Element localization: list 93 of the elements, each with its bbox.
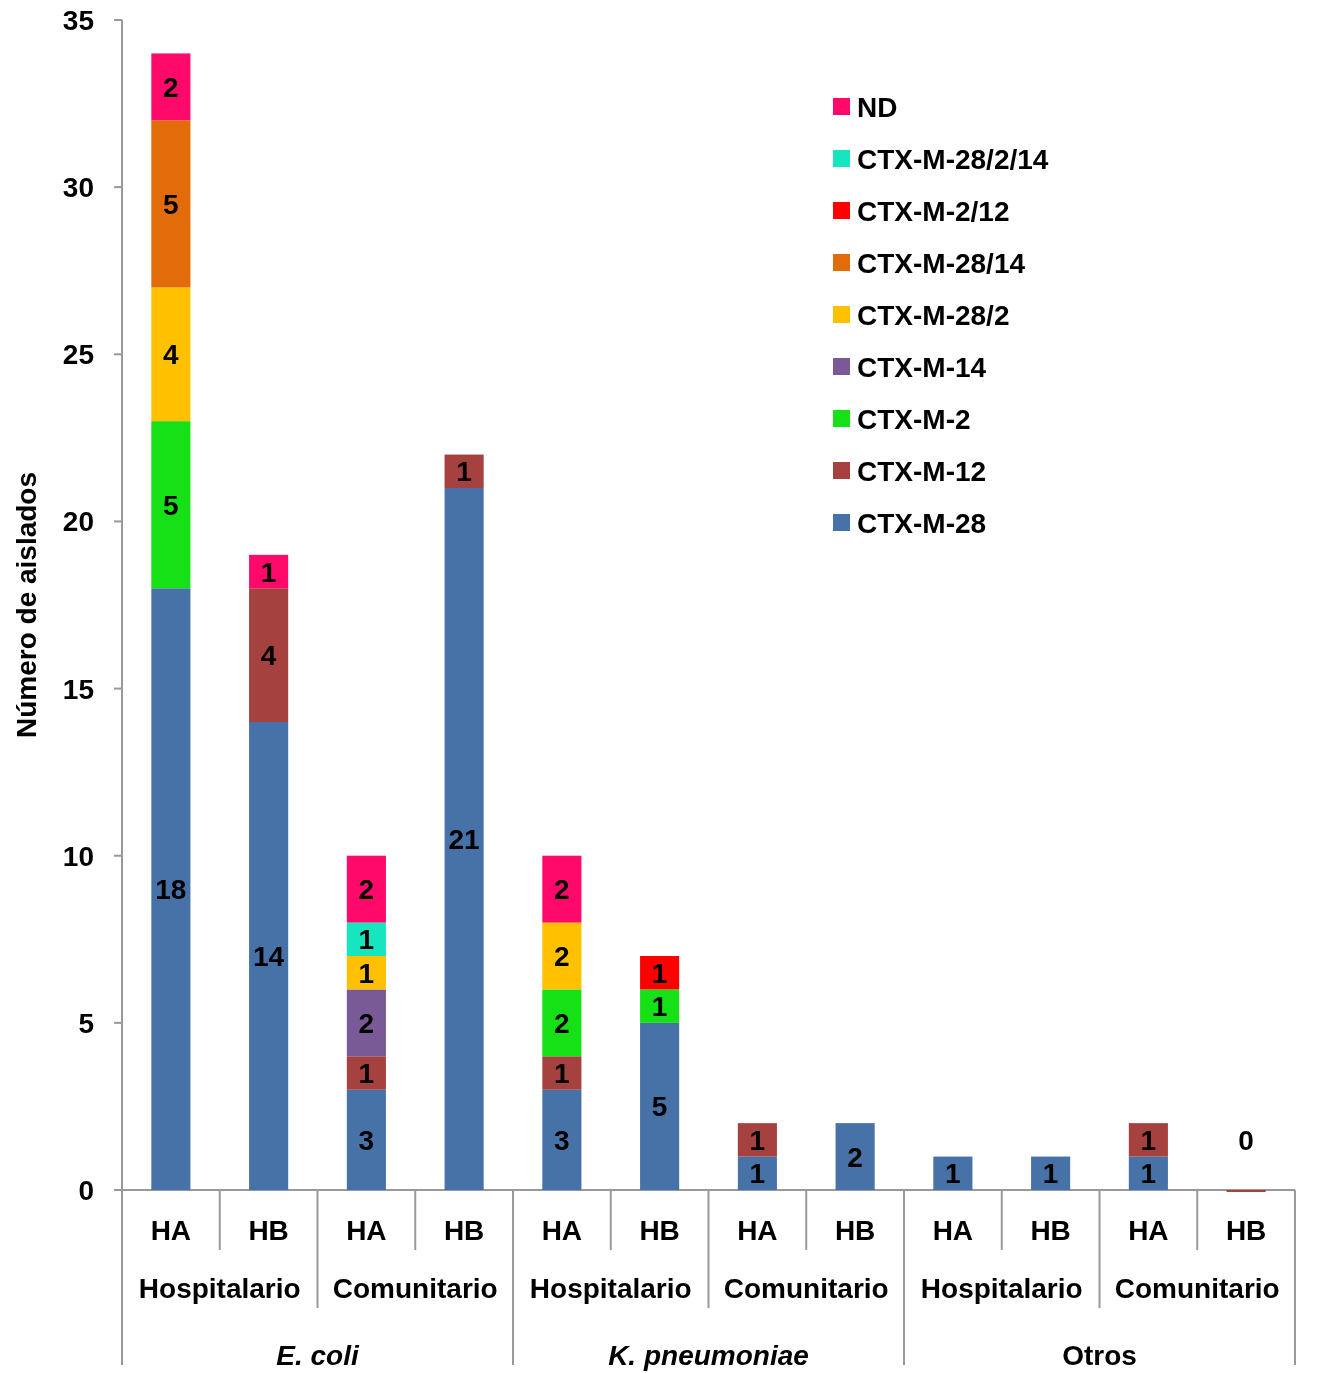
data-label: 21: [448, 824, 480, 855]
text: K. pneumoniae: [608, 1340, 809, 1371]
data-label: 1: [749, 1124, 766, 1156]
data-label: 1: [749, 1158, 766, 1190]
y-tick-label: 0: [78, 1175, 94, 1206]
text: Otros: [1062, 1340, 1137, 1371]
bar: [640, 989, 680, 1023]
text: Hospitalario: [138, 1273, 301, 1304]
x-tick-label: HA: [150, 1215, 192, 1246]
bar: [151, 421, 191, 589]
data-label: 1: [651, 957, 668, 989]
legend-label: CTX-M-2/12: [857, 196, 1010, 227]
legend-label: CTX-M-28/2: [857, 300, 1010, 331]
data-label: 3: [358, 1124, 375, 1156]
data-label: 1: [651, 991, 668, 1023]
data-label: 1: [260, 556, 277, 588]
data-label: 14: [253, 941, 285, 972]
data-label: 18: [155, 874, 187, 906]
bar: [346, 1089, 386, 1190]
bar: [542, 922, 582, 990]
data-label: 1: [554, 1058, 570, 1089]
data-label: 2: [847, 1141, 863, 1173]
bar: [346, 989, 386, 1057]
data-label: 5: [163, 489, 179, 521]
data-label: 3: [554, 1124, 570, 1156]
legend-label: CTX-M-28/2/14: [857, 144, 1049, 175]
bar: [542, 855, 582, 923]
data-label: 4: [163, 339, 180, 371]
bar: [542, 1089, 582, 1190]
legend-label: CTX-M-28: [857, 508, 987, 539]
bar: [640, 1022, 680, 1190]
data-label: 1: [1140, 1158, 1157, 1190]
data-label: 1: [1042, 1158, 1059, 1190]
text: Comunitario: [723, 1273, 889, 1304]
bar: [249, 588, 289, 722]
data-label: 1: [456, 456, 472, 488]
data-label: 2: [358, 874, 375, 906]
y-tick-label: 20: [62, 506, 94, 538]
y-tick-label: 25: [62, 339, 94, 371]
text: Hospitalario: [529, 1273, 692, 1304]
legend-label: CTX-M-14: [857, 352, 987, 383]
data-label: 5: [651, 1091, 668, 1123]
bar: [249, 722, 289, 1190]
x-tick-label: HA: [1128, 1215, 1169, 1246]
data-label: 0: [1238, 1125, 1254, 1156]
y-tick-label: 30: [62, 172, 94, 204]
bar: [346, 1056, 386, 1090]
y-axis-title: Número de aislados: [11, 471, 42, 739]
data-label: 1: [945, 1158, 961, 1190]
x-tick-label: HA: [541, 1215, 583, 1246]
y-tick-label: 35: [62, 5, 94, 36]
data-label: 1: [1140, 1124, 1157, 1156]
text: Hospitalario: [920, 1273, 1083, 1304]
x-tick-label: HB: [248, 1215, 289, 1246]
bar: [444, 488, 484, 1190]
bar: [835, 1123, 875, 1190]
bar: [1128, 1123, 1168, 1157]
bar: [346, 855, 386, 923]
x-tick-label: HA: [737, 1215, 778, 1246]
bar: [542, 1056, 582, 1090]
x-tick-label: HB: [443, 1215, 485, 1246]
legend-label: CTX-M-12: [857, 456, 987, 487]
bar: [151, 588, 191, 1190]
legend-label: CTX-M-28/14: [857, 248, 1026, 279]
legend-label: ND: [857, 92, 898, 123]
x-tick-label: HA: [932, 1215, 974, 1246]
data-label: 2: [554, 1007, 570, 1039]
y-tick-label: 10: [62, 840, 94, 872]
data-label: 4: [260, 640, 277, 672]
bar: [737, 1123, 777, 1157]
data-label: 2: [554, 941, 570, 972]
data-label: 2: [554, 874, 570, 906]
x-tick-label: HB: [1225, 1215, 1267, 1246]
x-tick-label: HB: [834, 1215, 876, 1246]
bar: [151, 53, 191, 121]
y-tick-label: 5: [78, 1007, 94, 1039]
bar: [151, 120, 191, 288]
data-label: 1: [358, 924, 375, 956]
x-tick-label: HB: [1030, 1215, 1071, 1246]
legend-label: CTX-M-2: [857, 404, 971, 435]
data-label: 2: [358, 1007, 375, 1039]
text: Comunitario: [1114, 1273, 1280, 1304]
data-label: 1: [358, 957, 375, 989]
text: Comunitario: [332, 1273, 498, 1304]
data-label: 1: [358, 1058, 375, 1089]
bar: [542, 989, 582, 1057]
y-tick-label: 15: [62, 673, 94, 705]
text: E. coli: [276, 1340, 360, 1371]
x-tick-label: HB: [639, 1215, 680, 1246]
data-label: 5: [163, 188, 179, 220]
data-label: 2: [163, 71, 179, 103]
bar: [151, 287, 191, 422]
x-tick-label: HA: [346, 1215, 387, 1246]
